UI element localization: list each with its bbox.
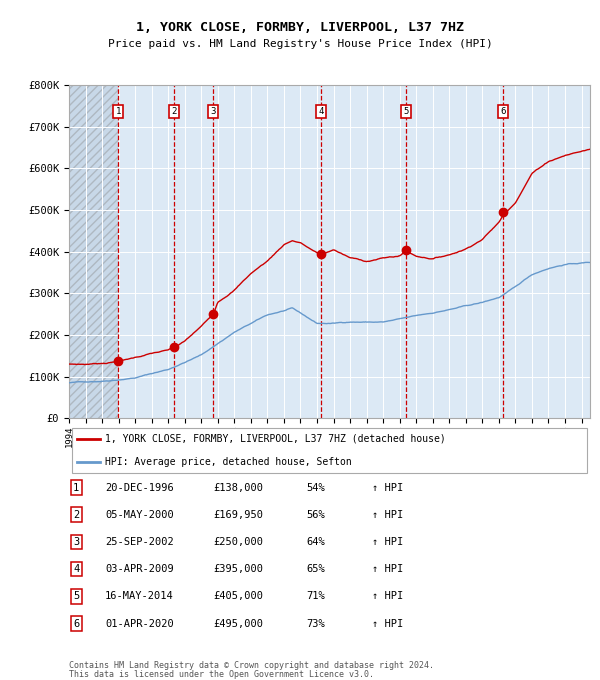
Text: 4: 4	[319, 107, 324, 116]
Text: 1: 1	[73, 483, 79, 492]
Text: 71%: 71%	[306, 592, 325, 601]
Text: 5: 5	[73, 592, 79, 601]
Text: 16-MAY-2014: 16-MAY-2014	[105, 592, 174, 601]
Text: 6: 6	[500, 107, 506, 116]
Text: ↑ HPI: ↑ HPI	[372, 537, 403, 547]
Text: £405,000: £405,000	[213, 592, 263, 601]
Text: 20-DEC-1996: 20-DEC-1996	[105, 483, 174, 492]
Text: £138,000: £138,000	[213, 483, 263, 492]
Text: £395,000: £395,000	[213, 564, 263, 574]
Text: 05-MAY-2000: 05-MAY-2000	[105, 510, 174, 520]
Text: 2: 2	[171, 107, 176, 116]
Text: Price paid vs. HM Land Registry's House Price Index (HPI): Price paid vs. HM Land Registry's House …	[107, 39, 493, 49]
Text: 64%: 64%	[306, 537, 325, 547]
Text: 4: 4	[73, 564, 79, 574]
Text: 73%: 73%	[306, 619, 325, 628]
Text: 54%: 54%	[306, 483, 325, 492]
Text: 5: 5	[403, 107, 409, 116]
Text: ↑ HPI: ↑ HPI	[372, 510, 403, 520]
Text: ↑ HPI: ↑ HPI	[372, 619, 403, 628]
Text: 1: 1	[115, 107, 121, 116]
Text: 3: 3	[211, 107, 216, 116]
Text: £250,000: £250,000	[213, 537, 263, 547]
Text: 2: 2	[73, 510, 79, 520]
Text: HPI: Average price, detached house, Sefton: HPI: Average price, detached house, Seft…	[106, 457, 352, 467]
Text: 56%: 56%	[306, 510, 325, 520]
Text: 3: 3	[73, 537, 79, 547]
Text: £169,950: £169,950	[213, 510, 263, 520]
Text: ↑ HPI: ↑ HPI	[372, 483, 403, 492]
Text: 1, YORK CLOSE, FORMBY, LIVERPOOL, L37 7HZ (detached house): 1, YORK CLOSE, FORMBY, LIVERPOOL, L37 7H…	[106, 434, 446, 444]
Text: ↑ HPI: ↑ HPI	[372, 592, 403, 601]
Text: £495,000: £495,000	[213, 619, 263, 628]
Text: 1, YORK CLOSE, FORMBY, LIVERPOOL, L37 7HZ: 1, YORK CLOSE, FORMBY, LIVERPOOL, L37 7H…	[136, 20, 464, 34]
Text: 65%: 65%	[306, 564, 325, 574]
Text: 03-APR-2009: 03-APR-2009	[105, 564, 174, 574]
Text: Contains HM Land Registry data © Crown copyright and database right 2024.: Contains HM Land Registry data © Crown c…	[69, 660, 434, 670]
Bar	[69, 85, 118, 418]
Text: This data is licensed under the Open Government Licence v3.0.: This data is licensed under the Open Gov…	[69, 670, 374, 679]
Text: ↑ HPI: ↑ HPI	[372, 564, 403, 574]
Bar	[69, 85, 118, 418]
Text: 6: 6	[73, 619, 79, 628]
Text: 25-SEP-2002: 25-SEP-2002	[105, 537, 174, 547]
Text: 01-APR-2020: 01-APR-2020	[105, 619, 174, 628]
